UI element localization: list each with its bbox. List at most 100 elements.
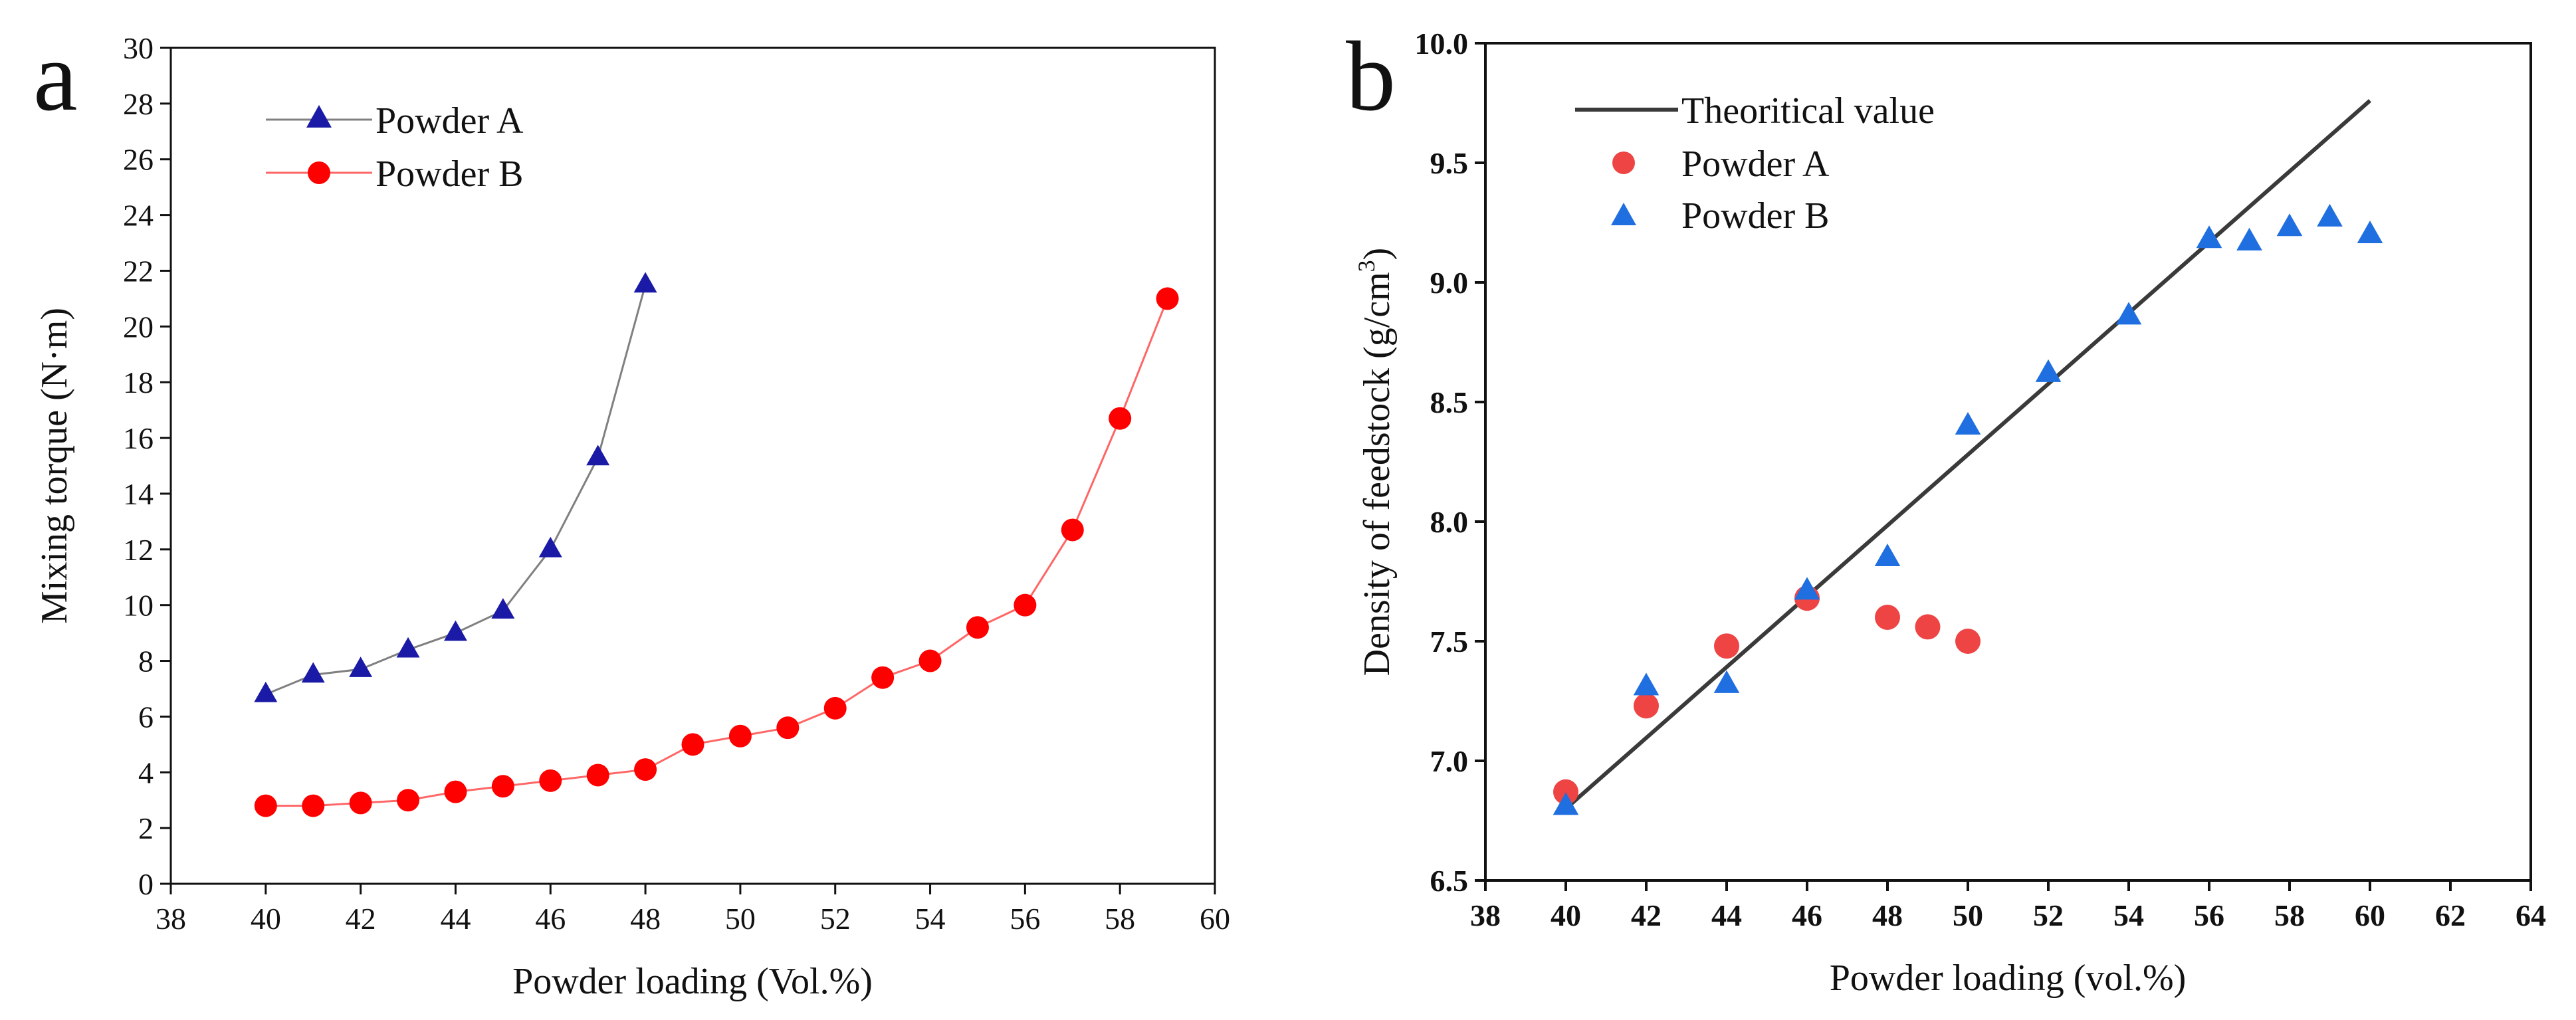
data-point-powder-a: [443, 620, 467, 641]
data-point-powder-b: [397, 789, 420, 812]
panel-b-x-axis-title: Powder loading (vol.%): [1830, 958, 2187, 999]
data-point-powder-a: [1634, 693, 1659, 719]
panel-a-x-axis-title: Powder loading (Vol.%): [512, 961, 873, 1002]
x-tick-label: 58: [2274, 898, 2305, 932]
y-tick-label: 14: [123, 477, 154, 511]
x-tick-label: 64: [2516, 898, 2546, 932]
x-tick-label: 38: [156, 902, 186, 936]
panel-b-theoretical-line: [1564, 99, 2371, 811]
data-point-powder-a: [586, 445, 610, 466]
y-tick-label: 22: [123, 254, 154, 288]
x-tick-label: 44: [440, 902, 471, 936]
panel-b-legend: Theoritical value Powder A Powder B: [1575, 90, 1935, 237]
data-point-powder-a: [396, 637, 420, 658]
data-point-powder-b: [728, 724, 752, 748]
x-tick-label: 54: [2113, 898, 2144, 932]
panel-label-b: b: [1346, 21, 1396, 132]
data-point-powder-b: [918, 649, 942, 672]
legend-label-powder-a: Powder A: [1681, 144, 1830, 185]
x-tick-label: 52: [820, 902, 851, 936]
y-tick-label: 16: [123, 421, 154, 455]
x-tick-label: 40: [1551, 898, 1581, 932]
data-point-powder-a: [633, 272, 657, 293]
x-tick-label: 62: [2435, 898, 2466, 932]
x-tick-label: 52: [2033, 898, 2064, 932]
panel-b-density-chart: b 6.5 7.0 7.5 8.0 8.5 9.0 9.5 10.0 38 40 42 44 46 48…: [1346, 21, 2546, 999]
x-tick-label: 42: [1631, 898, 1662, 932]
panel-b-y-ticks: 6.5 7.0 7.5 8.0 8.5 9.0 9.5 10.0: [1415, 27, 1485, 898]
x-tick-label: 48: [630, 902, 661, 936]
data-point-powder-b: [302, 794, 325, 817]
data-point-powder-b: [1156, 287, 1179, 310]
data-point-powder-b: [444, 780, 467, 803]
x-tick-label: 54: [915, 902, 946, 936]
legend-triangle-marker-icon: [1611, 203, 1636, 225]
panel-b-y-axis-title: Density of feedstock (g/cm3): [1353, 248, 1398, 676]
data-point-powder-b: [1633, 672, 1660, 696]
legend-label-theoretical: Theoritical value: [1681, 90, 1935, 132]
y-tick-label: 7.5: [1430, 625, 1469, 659]
data-point-powder-a: [254, 681, 278, 702]
data-point-powder-b: [634, 758, 657, 781]
data-point-powder-b: [1109, 407, 1132, 430]
y-tick-label: 7.0: [1430, 744, 1469, 778]
data-point-powder-b: [2035, 359, 2062, 382]
data-point-powder-b: [1014, 593, 1037, 617]
y-tick-label: 9.5: [1430, 146, 1469, 180]
x-tick-label: 42: [346, 902, 376, 936]
data-point-powder-b: [2115, 302, 2142, 325]
data-point-powder-a: [538, 536, 562, 558]
x-tick-label: 60: [1200, 902, 1230, 936]
data-point-powder-b: [586, 764, 609, 787]
x-tick-label: 50: [1953, 898, 1983, 932]
legend-circle-marker-icon: [308, 161, 330, 184]
legend-label-powder-b: Powder B: [376, 153, 523, 195]
legend-entry-theoretical: Theoritical value: [1575, 90, 1935, 132]
panel-a-y-axis-title: Mixing torque (N·m): [34, 308, 75, 624]
y-tick-label: 4: [138, 756, 154, 789]
x-tick-label: 44: [1711, 898, 1742, 932]
data-point-powder-b: [2196, 225, 2222, 249]
data-point-powder-b: [2317, 203, 2343, 227]
data-point-powder-b: [681, 733, 704, 756]
panel-b-plot-frame: [1484, 42, 2532, 882]
data-point-powder-b: [776, 716, 800, 740]
panel-a-x-ticks: 38 40 42 44 46 48 50 52 54 56 58 60: [156, 884, 1230, 936]
series-line-powder-b: [265, 298, 1168, 807]
panel-a-legend: Powder A Powder B: [266, 100, 524, 195]
data-point-powder-b: [349, 791, 372, 815]
y-tick-label: 6: [138, 700, 154, 734]
panel-a-series-lines: [265, 284, 1168, 807]
data-point-powder-b: [823, 696, 847, 720]
data-point-powder-a: [1915, 614, 1941, 640]
data-point-powder-a: [301, 662, 325, 683]
data-point-powder-a: [1955, 629, 1981, 654]
x-tick-label: 48: [1872, 898, 1903, 932]
y-tick-label: 10: [123, 589, 154, 623]
data-point-powder-a: [491, 598, 515, 619]
x-tick-label: 50: [725, 902, 756, 936]
panel-label-a: a: [33, 21, 78, 132]
y-tick-label: 20: [123, 310, 154, 344]
data-point-powder-b: [2357, 221, 2383, 244]
data-point-powder-b: [2276, 213, 2303, 237]
data-point-powder-b: [2236, 227, 2262, 251]
x-tick-label: 46: [1792, 898, 1822, 932]
panel-b-x-ticks: 38 40 42 44 46 48 50 52 54 56 58 60 62 64: [1470, 880, 2546, 932]
legend-entry-powder-b: Powder B: [1611, 195, 1829, 237]
data-point-powder-a: [1875, 605, 1900, 630]
legend-entry-powder-a: Powder A: [266, 100, 524, 142]
panel-a-plot-frame: [169, 47, 1216, 885]
panel-b-data-points: [1553, 203, 2383, 815]
y-axis-title-superscript: 3: [1353, 260, 1380, 272]
x-tick-label: 38: [1470, 898, 1501, 932]
data-point-powder-b: [254, 794, 277, 817]
data-point-powder-b: [1553, 792, 1579, 815]
data-point-powder-b: [539, 769, 562, 792]
legend-label-powder-b: Powder B: [1681, 195, 1829, 237]
y-tick-label: 12: [123, 533, 154, 567]
legend-circle-marker-icon: [1612, 152, 1635, 174]
x-tick-label: 46: [535, 902, 566, 936]
